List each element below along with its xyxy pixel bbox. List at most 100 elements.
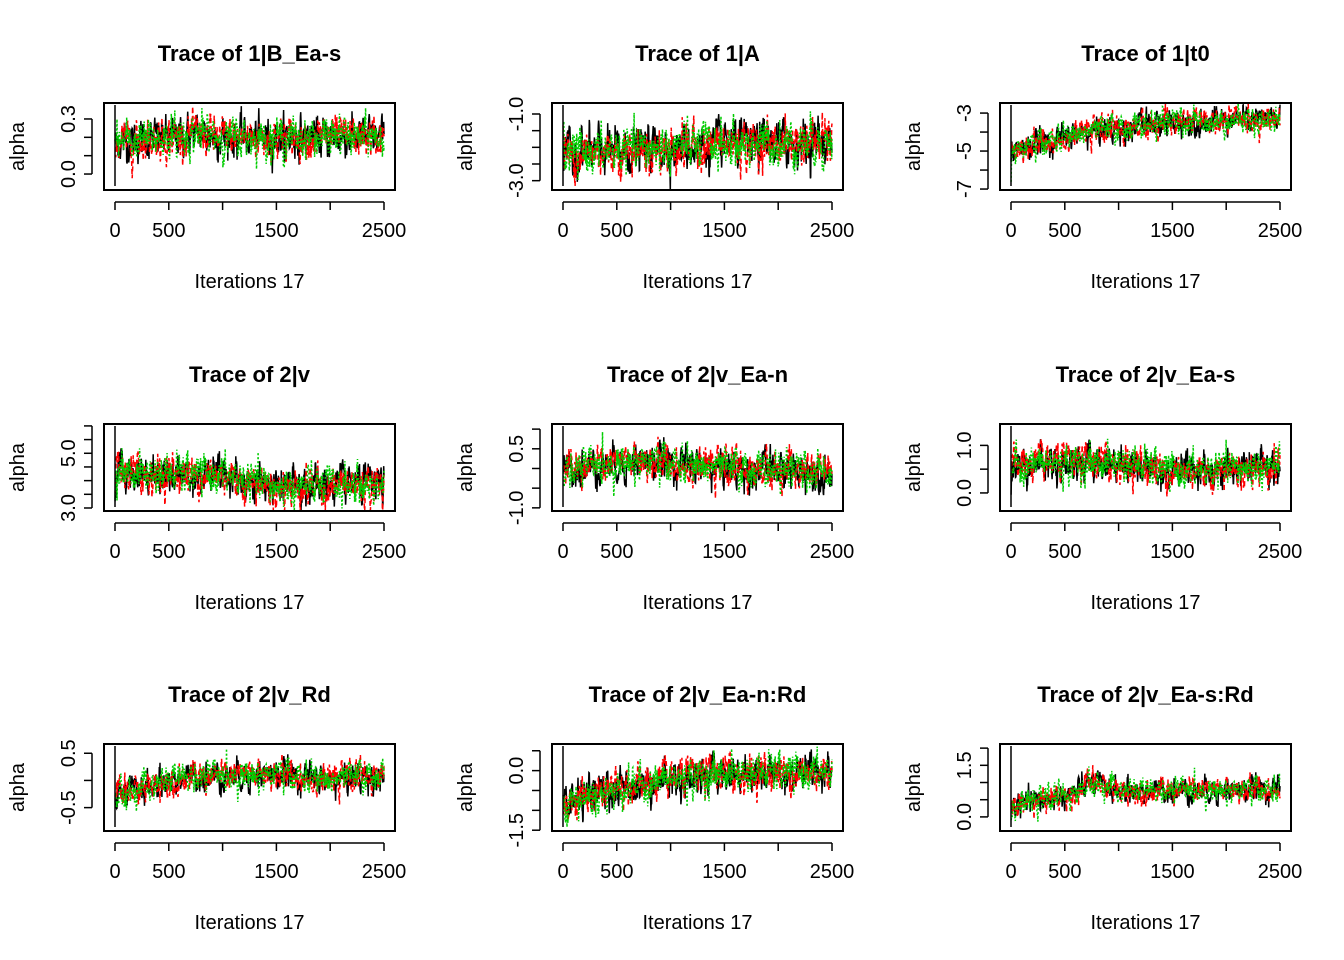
x-tick-label: 2500 (1258, 861, 1303, 883)
y-axis-label: alpha (455, 442, 477, 492)
x-tick-label: 2500 (1258, 541, 1303, 563)
x-tick-label: 2500 (362, 220, 407, 242)
panel-title: Trace of 2|v_Ea-n (607, 362, 788, 387)
trace-panel: Trace of 2|v_Ea-n:Rd Iterations 17 alpha 0 5… (455, 682, 854, 934)
chain-3-trace (114, 108, 385, 170)
y-tick-label: 3.0 (58, 494, 80, 522)
x-tick-label: 0 (109, 541, 120, 563)
plot-box (103, 423, 396, 512)
x-tick-label: 500 (600, 861, 633, 883)
plot-box (103, 743, 396, 832)
plot-box (551, 102, 844, 191)
x-tick-label: 500 (1048, 541, 1081, 563)
y-axis-label: alpha (903, 121, 925, 171)
y-axis-label: alpha (455, 121, 477, 171)
chain-3-trace (1010, 766, 1281, 822)
trace-panel: Trace of 1|A Iterations 17 alpha 0 500 1500 25… (455, 41, 854, 293)
x-tick-label: 2500 (810, 220, 855, 242)
x-axis-label: Iterations 17 (1090, 271, 1200, 293)
chain-3-trace (114, 448, 385, 511)
trace-panel: Trace of 1|t0 Iterations 17 alpha 0 500 1500 2… (903, 41, 1302, 293)
y-tick-label: 1.5 (954, 751, 976, 779)
x-tick-label: 500 (600, 541, 633, 563)
x-tick-label: 1500 (1150, 861, 1195, 883)
x-tick-label: 500 (152, 861, 185, 883)
x-axis-label: Iterations 17 (642, 592, 752, 614)
chain-3-trace (562, 431, 833, 497)
y-tick-label: 0.5 (58, 739, 80, 767)
x-tick-label: 500 (1048, 220, 1081, 242)
x-tick-label: 0 (557, 220, 568, 242)
x-tick-label: 2500 (810, 861, 855, 883)
trace-panel: Trace of 2|v_Ea-s Iterations 17 alpha 0 500 1… (903, 362, 1302, 614)
x-tick-label: 1500 (254, 541, 299, 563)
y-axis-label: alpha (7, 762, 29, 812)
chain-3-trace (1010, 103, 1281, 182)
chain-3-trace (114, 748, 385, 812)
x-tick-label: 1500 (702, 861, 747, 883)
y-axis-label: alpha (903, 762, 925, 812)
x-tick-label: 2500 (810, 541, 855, 563)
x-axis-label: Iterations 17 (642, 912, 752, 934)
trace-panel: Trace of 2|v_Rd Iterations 17 alpha 0 500 150… (7, 682, 406, 934)
trace-panel: Trace of 2|v_Ea-s:Rd Iterations 17 alpha 0 5… (903, 682, 1302, 934)
panel-title: Trace of 2|v (189, 362, 311, 387)
y-tick-label: -1.5 (506, 813, 528, 847)
y-tick-label: 5.0 (58, 439, 80, 467)
y-tick-label: 1.0 (954, 431, 976, 459)
trace-panel: Trace of 1|B_Ea-s Iterations 17 alpha 0 500 1… (7, 41, 406, 293)
x-axis-label: Iterations 17 (194, 912, 304, 934)
plot-box (999, 423, 1292, 512)
x-tick-label: 1500 (254, 861, 299, 883)
plot-box (999, 102, 1292, 191)
chain-3-trace (1010, 438, 1281, 493)
chain-2-trace (114, 753, 385, 806)
x-tick-label: 500 (152, 220, 185, 242)
x-tick-label: 2500 (362, 861, 407, 883)
y-axis-label: alpha (455, 762, 477, 812)
x-tick-label: 1500 (702, 541, 747, 563)
trace-panel: Trace of 2|v_Ea-n Iterations 17 alpha 0 500 1… (455, 362, 854, 614)
chain-3-trace (562, 746, 833, 828)
plot-box (551, 743, 844, 832)
y-tick-label: -1.0 (506, 97, 528, 131)
x-tick-label: 1500 (702, 220, 747, 242)
chain-2-trace (1010, 103, 1281, 164)
x-axis-label: Iterations 17 (194, 592, 304, 614)
x-axis-label: Iterations 17 (1090, 592, 1200, 614)
x-tick-label: 0 (557, 541, 568, 563)
panel-title: Trace of 2|v_Ea-s (1056, 362, 1236, 387)
x-tick-label: 500 (1048, 861, 1081, 883)
y-axis-label: alpha (7, 442, 29, 492)
x-tick-label: 0 (1005, 861, 1016, 883)
y-tick-label: -3.0 (506, 163, 528, 197)
chain-3-trace (562, 111, 833, 181)
x-axis-label: Iterations 17 (642, 271, 752, 293)
y-tick-label: -5 (954, 142, 976, 160)
y-tick-label: 0.0 (58, 160, 80, 188)
plot-box (551, 423, 844, 512)
y-tick-label: 0.3 (58, 105, 80, 133)
y-tick-label: -7 (954, 180, 976, 198)
y-tick-label: 0.5 (506, 435, 528, 463)
y-tick-label: -0.5 (58, 790, 80, 824)
x-tick-label: 1500 (1150, 220, 1195, 242)
panel-title: Trace of 2|v_Rd (168, 682, 331, 707)
x-tick-label: 0 (1005, 541, 1016, 563)
x-tick-label: 0 (109, 861, 120, 883)
y-tick-label: -1.0 (506, 491, 528, 525)
x-tick-label: 500 (600, 220, 633, 242)
plot-box (103, 102, 396, 191)
y-axis-label: alpha (903, 442, 925, 492)
x-tick-label: 2500 (362, 541, 407, 563)
panel-title: Trace of 1|B_Ea-s (158, 41, 341, 66)
y-axis-label: alpha (7, 121, 29, 171)
chain-2-trace (562, 436, 833, 499)
x-tick-label: 1500 (1150, 541, 1195, 563)
x-tick-label: 500 (152, 541, 185, 563)
panel-title: Trace of 2|v_Ea-s:Rd (1037, 682, 1253, 707)
x-tick-label: 0 (1005, 220, 1016, 242)
plot-box (999, 743, 1292, 832)
y-tick-label: 0.0 (506, 757, 528, 785)
